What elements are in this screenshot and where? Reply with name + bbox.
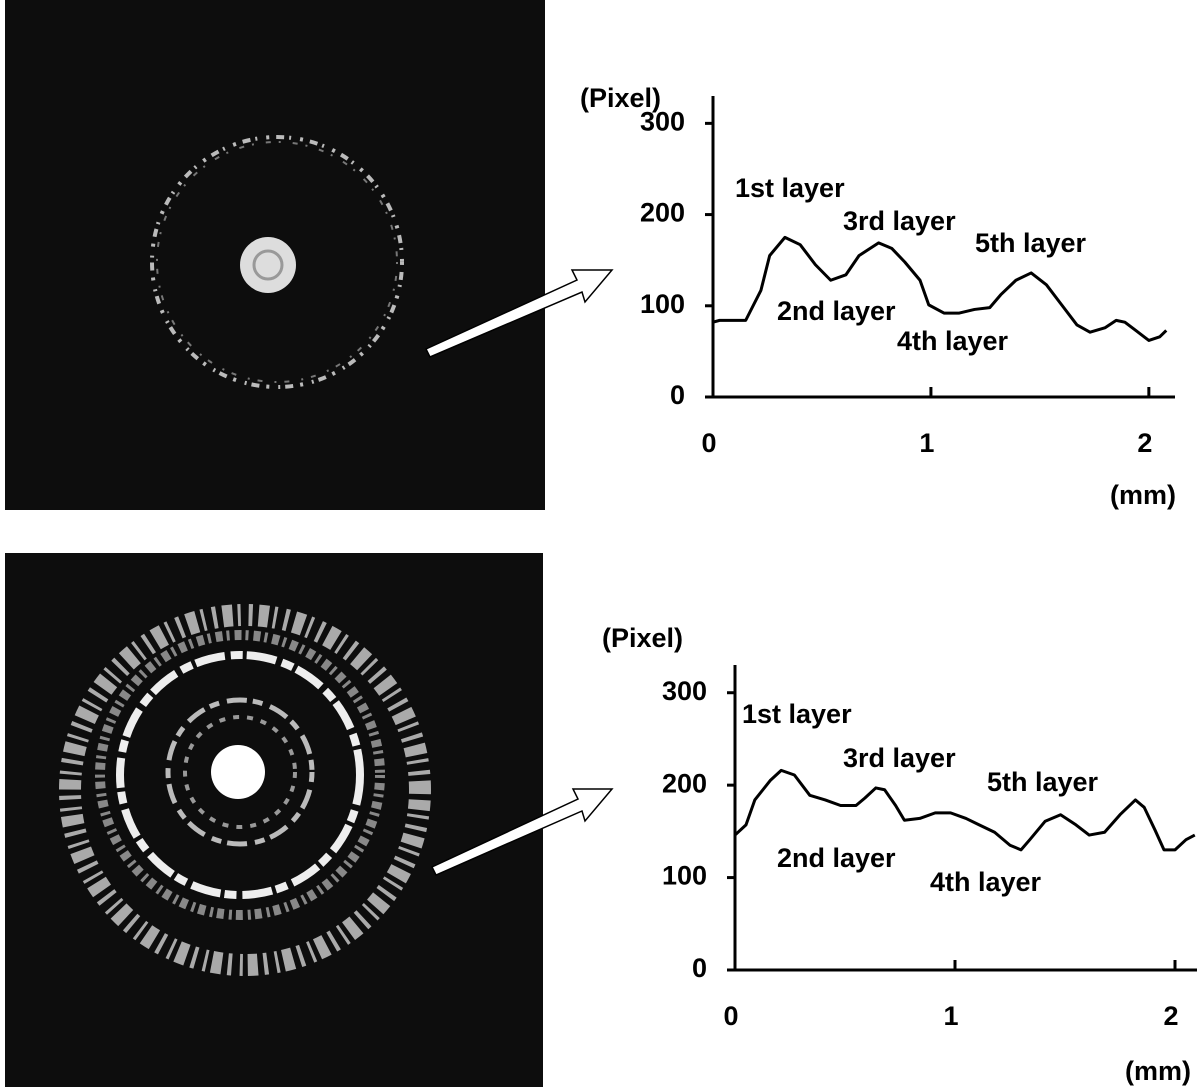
y-tick-label: 0	[670, 380, 685, 410]
layer-annotation: 3rd layer	[843, 743, 956, 773]
x-tick-label: 0	[701, 428, 716, 458]
y-tick-label: 100	[662, 861, 707, 891]
layer-annotation: 1st layer	[742, 699, 852, 729]
y-axis-label: (Pixel)	[580, 83, 661, 113]
arrow-top	[424, 269, 614, 358]
layer-annotation: 3rd layer	[843, 206, 956, 236]
y-tick-label: 0	[692, 953, 707, 983]
arrow-bottom	[430, 788, 614, 876]
x-tick-label: 1	[943, 1001, 958, 1031]
layer-annotation: 4th layer	[897, 326, 1009, 356]
y-tick-label: 200	[662, 768, 707, 798]
y-tick-label: 300	[640, 106, 685, 136]
x-axis-label: (mm)	[1125, 1056, 1191, 1086]
y-tick-label: 300	[662, 676, 707, 706]
profile-line	[712, 235, 1168, 342]
x-tick-label: 0	[723, 1001, 738, 1031]
y-axis-label: (Pixel)	[602, 623, 683, 653]
layer-annotation: 2nd layer	[777, 843, 896, 873]
x-tick-label: 2	[1163, 1001, 1178, 1031]
ultrasound-image-bottom	[5, 553, 543, 1087]
layer-annotation: 5th layer	[987, 767, 1099, 797]
layer-annotation: 4th layer	[930, 867, 1042, 897]
x-axis-label: (mm)	[1110, 480, 1176, 510]
profile-line	[733, 768, 1196, 852]
ultrasound-image-top	[5, 0, 545, 510]
y-tick-label: 100	[640, 289, 685, 319]
x-tick-label: 1	[919, 428, 934, 458]
layer-annotation: 2nd layer	[777, 296, 896, 326]
x-tick-label: 2	[1137, 428, 1152, 458]
layer-annotation: 1st layer	[735, 173, 845, 203]
layer-annotation: 5th layer	[975, 228, 1087, 258]
y-tick-label: 200	[640, 198, 685, 228]
